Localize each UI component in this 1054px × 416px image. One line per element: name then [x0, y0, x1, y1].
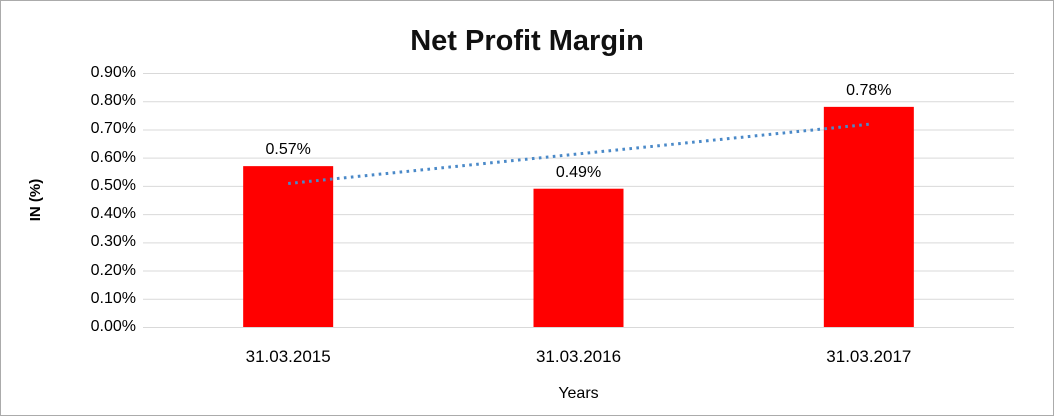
y-tick-label: 0.40% — [90, 205, 136, 223]
x-axis-title: Years — [558, 385, 599, 402]
y-tick-label: 0.10% — [90, 289, 136, 307]
bar-data-label: 0.78% — [846, 81, 892, 99]
y-tick-label: 0.30% — [90, 233, 136, 251]
bar-data-label: 0.57% — [265, 141, 311, 159]
y-tick-label: 0.90% — [90, 64, 136, 81]
x-tick-label: 31.03.2017 — [826, 347, 912, 366]
bar — [533, 188, 624, 327]
y-tick-label: 0.80% — [90, 92, 136, 110]
bar — [823, 106, 914, 327]
y-tick-label: 0.60% — [90, 148, 136, 166]
y-tick-label: 0.20% — [90, 261, 136, 279]
y-tick-label: 0.00% — [90, 318, 136, 335]
y-tick-label: 0.50% — [90, 176, 136, 194]
bar — [243, 166, 334, 327]
chart-title: Net Profit Margin — [410, 25, 644, 57]
x-tick-label: 31.03.2016 — [535, 347, 622, 366]
bar-data-label: 0.49% — [555, 163, 602, 181]
y-tick-label: 0.70% — [90, 120, 136, 138]
x-tick-label: 31.03.2015 — [245, 347, 331, 366]
